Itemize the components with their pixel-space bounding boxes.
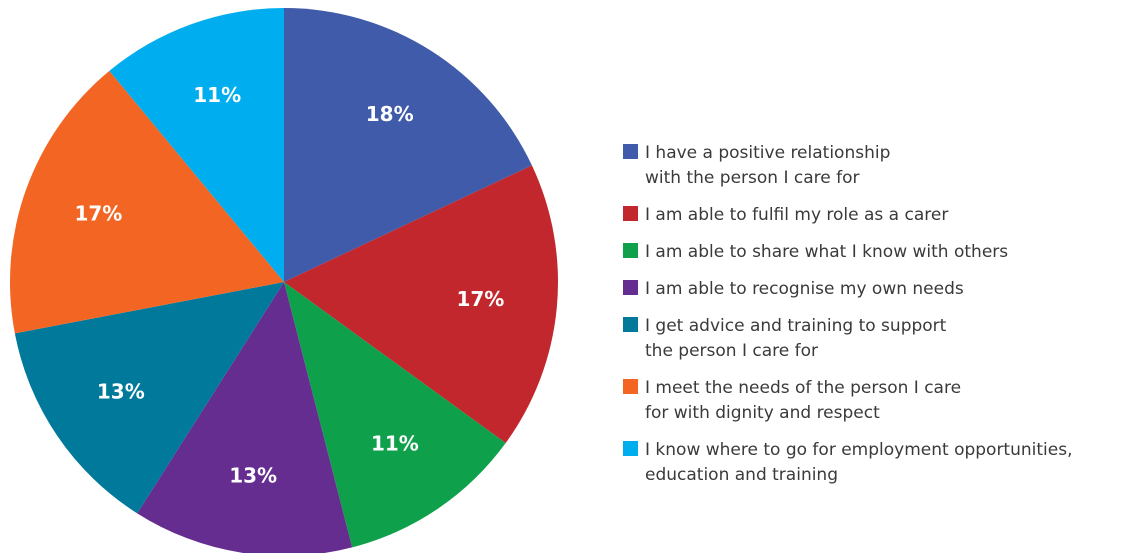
- legend-line: I am able to share what I know with othe…: [645, 242, 1008, 262]
- value-label: 11%: [371, 432, 419, 456]
- legend-swatch: [623, 243, 638, 258]
- legend-line: I get advice and training to support: [645, 316, 947, 336]
- legend-label: I have a positive relationship with the p…: [645, 143, 890, 188]
- pie-slice: [109, 8, 284, 282]
- legend-swatch: [623, 144, 638, 159]
- legend-label: I get advice and training to support the …: [645, 316, 947, 361]
- legend-label: I know where to go for employment opport…: [645, 440, 1072, 485]
- value-label: 13%: [97, 379, 145, 403]
- pie-slice: [284, 282, 506, 548]
- pie-slice: [284, 165, 558, 444]
- value-label: 17%: [74, 202, 122, 226]
- legend-swatch: [623, 317, 638, 332]
- value-label: 13%: [229, 463, 277, 487]
- pie-slice: [284, 8, 532, 282]
- legend-swatch: [623, 379, 638, 394]
- value-label: 17%: [456, 287, 504, 311]
- value-label: 11%: [193, 83, 241, 107]
- legend-label: I meet the needs of the person I care for…: [645, 378, 961, 423]
- legend-line: with the person I care for: [645, 168, 859, 188]
- legend-line: I meet the needs of the person I care: [645, 378, 961, 398]
- legend-line: I know where to go for employment opport…: [645, 440, 1072, 460]
- legend-line: I am able to recognise my own needs: [645, 279, 964, 299]
- legend-swatch: [623, 206, 638, 221]
- value-label: 18%: [366, 102, 414, 126]
- pie-slice: [9, 70, 284, 334]
- legend-swatch: [623, 280, 638, 295]
- legend-line: I am able to fulfil my role as a carer: [645, 205, 948, 225]
- legend-label: I am able to fulfil my role as a carer: [645, 205, 948, 225]
- legend-line: the person I care for: [645, 341, 818, 361]
- legend-label: I am able to share what I know with othe…: [645, 242, 1008, 262]
- legend-line: I have a positive relationship: [645, 143, 890, 163]
- pie-slice: [14, 282, 284, 514]
- legend-line: education and training: [645, 465, 838, 485]
- legend-label: I am able to recognise my own needs: [645, 279, 964, 299]
- pie-slice: [137, 282, 353, 553]
- legend-swatch: [623, 441, 638, 456]
- legend-line: for with dignity and respect: [645, 403, 880, 423]
